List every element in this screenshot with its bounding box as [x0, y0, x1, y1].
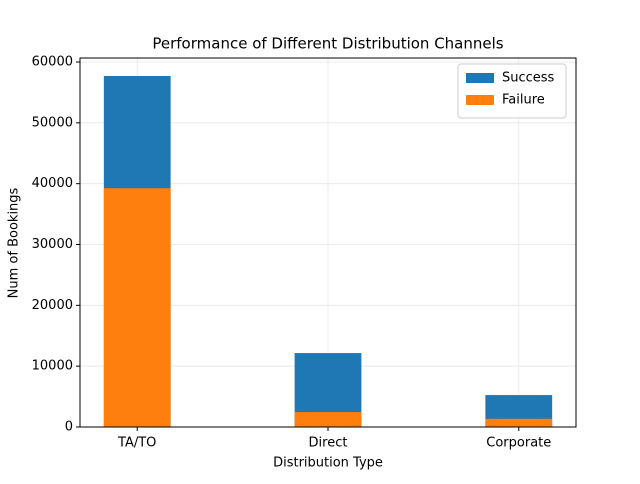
x-tick-label: TA/TO — [117, 436, 156, 451]
bar — [485, 418, 553, 427]
chart-title: Performance of Different Distribution Ch… — [152, 35, 503, 53]
y-tick-label: 0 — [65, 420, 73, 435]
y-tick-label: 10000 — [32, 359, 73, 374]
y-tick-label: 50000 — [32, 115, 73, 130]
y-tick-label: 30000 — [32, 237, 73, 252]
x-tick-label: Direct — [309, 436, 348, 451]
legend-label: Failure — [502, 93, 545, 108]
legend-swatch — [466, 73, 494, 83]
bar — [294, 412, 362, 427]
bar — [103, 188, 171, 427]
y-axis-label: Num of Bookings — [7, 187, 22, 298]
y-tick-label: 60000 — [32, 55, 73, 70]
y-tick-label: 20000 — [32, 298, 73, 313]
legend-label: Success — [502, 71, 555, 86]
x-axis-label: Distribution Type — [273, 456, 383, 471]
x-tick-label: Corporate — [486, 436, 551, 451]
plot-frame — [79, 57, 577, 428]
legend-swatch — [466, 95, 494, 105]
y-tick-label: 40000 — [32, 176, 73, 191]
